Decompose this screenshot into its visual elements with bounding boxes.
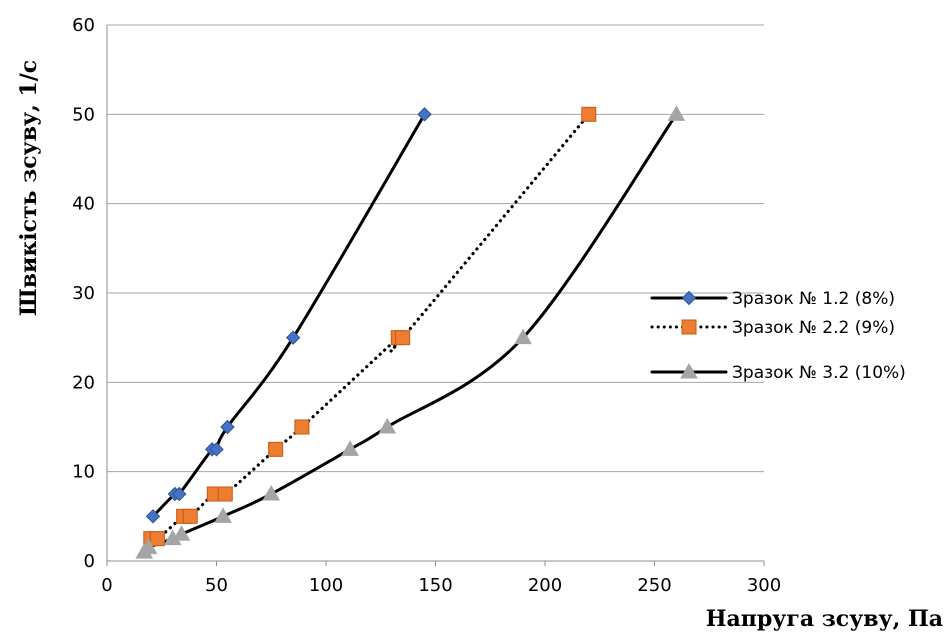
legend: Зразок № 1.2 (8%) Зразок № 2.2 (9%) Зразок… — [650, 289, 906, 383]
data-point-series-2 — [217, 486, 233, 502]
legend-label-3: Зразок № 3.2 (10%) — [732, 363, 906, 383]
data-point-series-2 — [294, 419, 310, 435]
data-point-series-3 — [341, 440, 359, 456]
data-point-series-3 — [139, 538, 158, 555]
data-point-series-3 — [667, 105, 686, 121]
data-point-series-2 — [149, 531, 165, 547]
series-lines — [142, 112, 678, 554]
series-line-1 — [151, 112, 427, 518]
y-tick-label: 0 — [84, 551, 95, 572]
legend-marker-1 — [681, 290, 697, 306]
y-tick-label: 60 — [72, 15, 95, 36]
series-markers — [135, 105, 686, 559]
x-tick-label: 0 — [101, 575, 112, 596]
data-point-series-1 — [172, 486, 187, 502]
x-tick-label: 50 — [205, 575, 228, 596]
y-tick-label: 50 — [72, 104, 95, 125]
data-point-series-1 — [220, 419, 235, 435]
x-tick-label: 200 — [528, 575, 562, 596]
y-axis-title: Швикість зсуву, 1/с — [16, 60, 42, 316]
y-tick-labels: 0 10 20 30 40 50 60 — [72, 15, 95, 572]
y-tick-label: 20 — [72, 372, 95, 393]
y-tick-label: 10 — [72, 462, 95, 483]
series-line-3 — [142, 112, 678, 554]
data-point-series-2 — [581, 106, 597, 122]
data-point-series-1 — [285, 330, 301, 345]
data-point-series-3 — [378, 417, 397, 434]
x-axis-title: Напруга зсуву, Па — [706, 606, 943, 632]
data-point-series-1 — [209, 442, 224, 457]
axes — [106, 25, 765, 566]
data-point-series-3 — [172, 525, 191, 541]
y-tick-label: 40 — [72, 194, 95, 215]
legend-marker-2 — [681, 319, 697, 335]
legend-label-2: Зразок № 2.2 (9%) — [732, 318, 895, 338]
data-point-series-3 — [214, 507, 232, 523]
x-tick-label: 150 — [418, 575, 452, 596]
y-tick-label: 30 — [72, 283, 95, 304]
series-line-2 — [149, 112, 591, 542]
data-point-series-2 — [395, 330, 411, 346]
data-point-series-1 — [417, 107, 432, 122]
gridlines — [107, 24, 764, 473]
data-point-series-2 — [182, 508, 198, 524]
x-tick-label: 300 — [747, 575, 781, 596]
legend-marker-3 — [680, 362, 698, 379]
x-tick-label: 250 — [637, 575, 671, 596]
x-tick-label: 100 — [309, 575, 343, 596]
x-tick-labels: 0 50 100 150 200 250 300 — [101, 575, 781, 596]
data-point-series-1 — [145, 509, 161, 524]
legend-label-1: Зразок № 1.2 (8%) — [732, 289, 895, 309]
data-point-series-2 — [268, 441, 284, 457]
data-point-series-3 — [514, 328, 532, 345]
data-point-series-3 — [262, 484, 281, 501]
